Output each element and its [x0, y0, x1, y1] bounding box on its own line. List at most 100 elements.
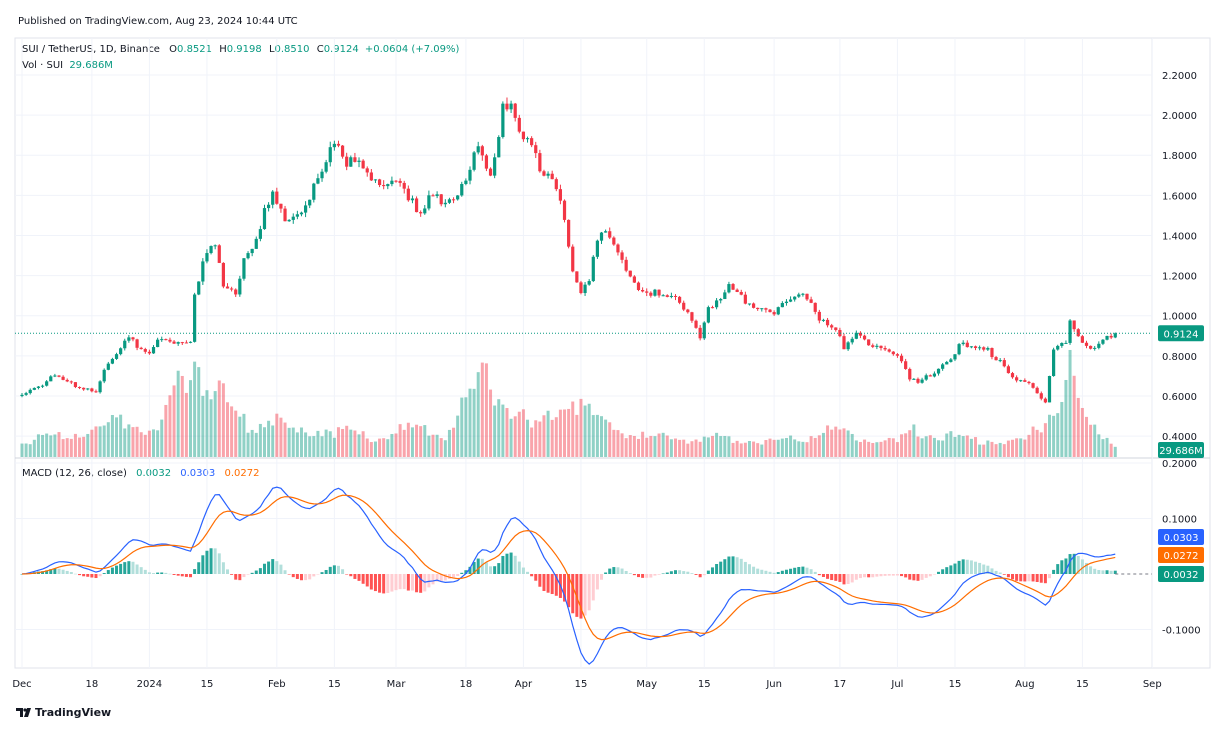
- volume-bar: [957, 434, 961, 457]
- macd-histogram-bar: [164, 572, 168, 574]
- candle-body: [567, 219, 571, 247]
- symbol-title[interactable]: SUI / TetherUS, 1D, Binance: [22, 44, 160, 55]
- volume-bar: [1060, 401, 1064, 457]
- volume-bar: [789, 435, 793, 457]
- volume-bar: [912, 424, 916, 457]
- volume-bar: [242, 413, 246, 457]
- macd-histogram-bar: [90, 574, 94, 578]
- volume-bar: [784, 437, 788, 457]
- macd-histogram-bar: [834, 574, 838, 581]
- candle-body: [386, 184, 390, 187]
- candle-body: [941, 364, 945, 369]
- candle-body: [912, 378, 916, 380]
- candle-body: [714, 300, 719, 308]
- macd-histogram-bar: [476, 558, 480, 574]
- macd-label[interactable]: MACD (12, 26, close): [22, 468, 127, 479]
- macd-histogram-bar: [262, 563, 266, 574]
- candle-body: [394, 180, 398, 182]
- candle-body: [377, 179, 382, 186]
- candle-body: [1031, 383, 1035, 388]
- volume-bar: [94, 426, 98, 457]
- macd-histogram-bar: [756, 568, 760, 574]
- candle-body: [797, 294, 801, 297]
- candle-body: [969, 346, 974, 348]
- candle-body: [349, 157, 353, 167]
- volume-bar: [484, 363, 488, 457]
- volume-bar: [443, 440, 447, 457]
- macd-histogram-bar: [328, 566, 332, 574]
- macd-histogram-bar: [669, 571, 673, 574]
- candle-body: [571, 246, 575, 272]
- candle-body: [139, 347, 143, 350]
- candle-body: [275, 191, 279, 204]
- macd-histogram-bar: [937, 571, 941, 574]
- candle-body: [1015, 377, 1019, 381]
- macd-histogram-bar: [365, 574, 369, 587]
- macd-histogram-bar: [1011, 574, 1015, 580]
- candle-body: [1101, 339, 1105, 344]
- volume-bar: [497, 399, 501, 457]
- candle-body: [468, 169, 472, 181]
- volume-bar: [673, 438, 677, 457]
- macd-histogram-bar: [743, 561, 747, 574]
- volume-bar: [160, 419, 164, 457]
- candle-body: [73, 382, 78, 388]
- volume-bar: [838, 429, 842, 457]
- macd-histogram-bar: [378, 574, 382, 593]
- volume-bar: [505, 408, 509, 457]
- volume-bar: [641, 431, 645, 457]
- volume-bar: [579, 398, 583, 457]
- candle-body: [254, 238, 258, 249]
- macd-histogram-bar: [813, 571, 817, 574]
- macd-histogram-bar: [908, 574, 912, 580]
- volume-bar: [961, 436, 965, 457]
- macd-histogram-bar: [867, 574, 871, 578]
- candle-body: [262, 208, 267, 230]
- macd-histogram-bar: [719, 561, 723, 574]
- candle-body: [365, 168, 369, 173]
- candle-body: [760, 308, 764, 310]
- volume-label[interactable]: Vol · SUI: [22, 60, 64, 71]
- volume-bar: [731, 442, 735, 457]
- macd-histogram-bar: [694, 574, 698, 575]
- symbol-legend: SUI / TetherUS, 1D, Binance O0.8521 H0.9…: [22, 44, 459, 55]
- macd-signal-value: 0.0272: [224, 468, 260, 479]
- volume-bar: [809, 436, 813, 457]
- candle-body: [373, 179, 378, 181]
- volume-bar: [98, 426, 102, 457]
- macd-histogram-bar: [410, 574, 414, 591]
- volume-bar: [990, 441, 994, 457]
- candle-body: [201, 261, 205, 282]
- volume-bar: [600, 416, 604, 457]
- macd-histogram-bar: [226, 569, 229, 574]
- volume-bar: [871, 443, 875, 457]
- volume-bar: [608, 422, 612, 457]
- macd-histogram-bar: [176, 574, 180, 576]
- candle-body: [1068, 320, 1072, 343]
- volume-bar: [423, 425, 427, 457]
- close-label: C: [316, 44, 324, 55]
- macd-histogram-bar: [332, 565, 336, 574]
- candle-body: [821, 319, 826, 321]
- volume-bar: [279, 417, 283, 457]
- volume-bar: [82, 436, 86, 457]
- macd-histogram-bar: [575, 574, 579, 617]
- macd-histogram-bar: [883, 574, 887, 576]
- volume-bar: [78, 437, 82, 457]
- price-tick-label: 0.4000: [1162, 432, 1197, 443]
- macd-histogram-bar: [780, 570, 784, 574]
- macd-histogram-bar: [863, 574, 867, 578]
- macd-histogram-bar: [735, 557, 739, 574]
- volume-bar: [542, 415, 546, 457]
- macd-histogram-bar: [969, 560, 973, 574]
- volume-bar: [805, 442, 809, 457]
- macd-histogram-bar: [283, 570, 287, 574]
- candle-body: [464, 180, 468, 184]
- candle-body: [908, 368, 912, 380]
- macd-histogram-bar: [439, 574, 443, 582]
- candle-body: [982, 347, 986, 350]
- macd-histogram-bar: [127, 561, 131, 574]
- macd-histogram-bar: [974, 561, 978, 574]
- candle-body: [299, 212, 304, 215]
